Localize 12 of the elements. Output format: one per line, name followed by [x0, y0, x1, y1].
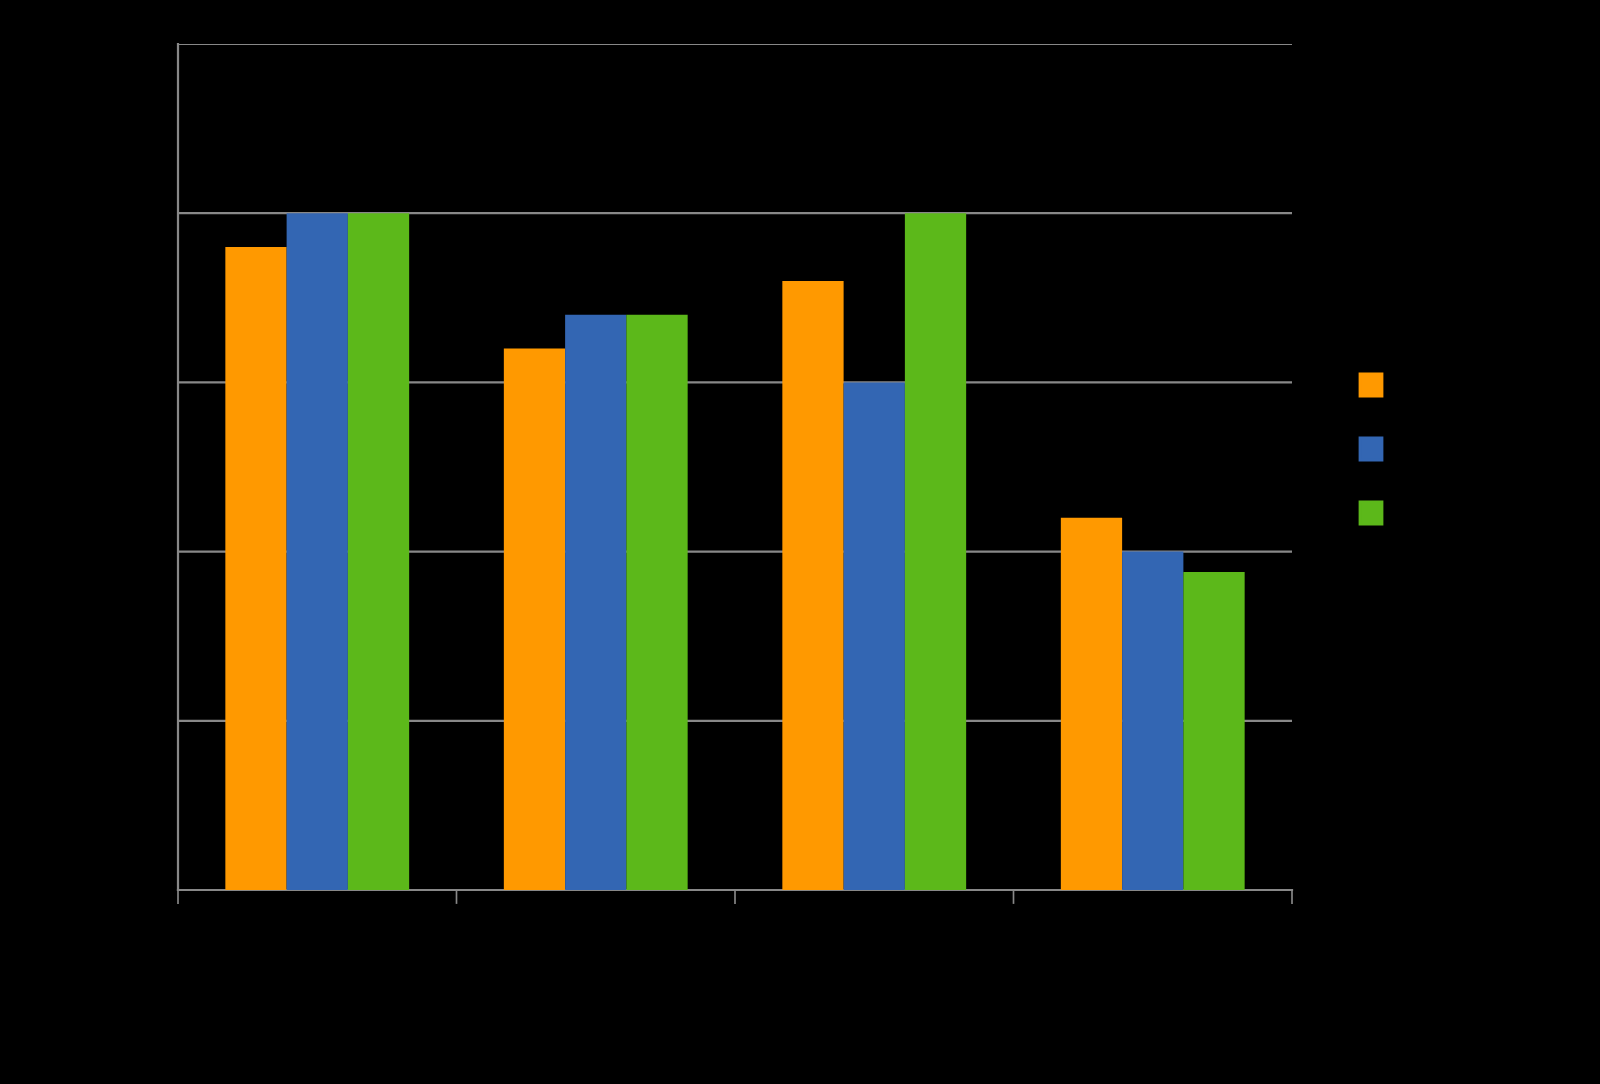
bar — [1060, 517, 1123, 890]
bar — [565, 314, 627, 890]
bar — [503, 348, 566, 890]
bar — [347, 213, 410, 890]
bar — [286, 213, 348, 890]
bar — [626, 314, 688, 890]
bar — [1122, 551, 1184, 890]
bar — [904, 213, 967, 890]
bar — [225, 247, 287, 890]
bar — [782, 280, 844, 890]
bar — [1183, 571, 1245, 890]
bar — [843, 382, 905, 890]
